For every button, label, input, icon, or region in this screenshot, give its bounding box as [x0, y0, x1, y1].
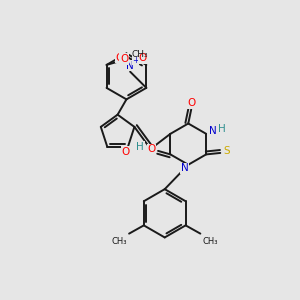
- Text: H: H: [218, 124, 226, 134]
- Text: CH₃: CH₃: [202, 237, 218, 246]
- Text: N: N: [126, 61, 134, 71]
- Text: O: O: [122, 147, 130, 157]
- Text: CH₃: CH₃: [131, 50, 148, 59]
- Text: O: O: [148, 144, 156, 154]
- Text: O: O: [138, 53, 147, 63]
- Text: O: O: [116, 52, 124, 62]
- Text: O: O: [187, 98, 195, 108]
- Text: S: S: [224, 146, 230, 157]
- Text: N: N: [209, 126, 217, 136]
- Text: CH₃: CH₃: [112, 237, 127, 246]
- Text: N: N: [181, 163, 189, 173]
- Text: O: O: [120, 54, 128, 64]
- Text: +: +: [132, 56, 139, 65]
- Text: H: H: [136, 142, 144, 152]
